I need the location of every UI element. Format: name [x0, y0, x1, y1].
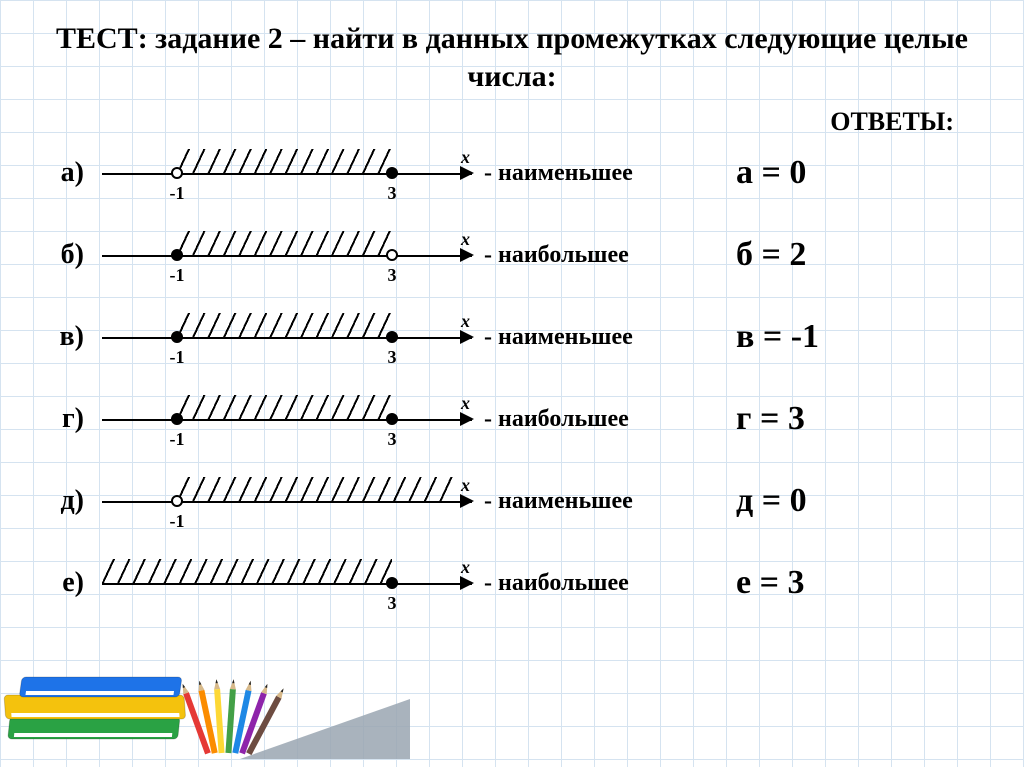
answer-text: в = -1: [696, 318, 994, 356]
point-closed: [171, 331, 183, 343]
number-line: x -1 3: [102, 389, 472, 449]
row-item: в) x -1 3 наименьшее в = -1: [30, 307, 994, 367]
number-line: x3: [102, 553, 472, 613]
number-line: x -1 3: [102, 307, 472, 367]
page-title: ТЕСТ: задание 2 – найти в данных промежу…: [30, 20, 994, 95]
number-line: x -1 3: [102, 225, 472, 285]
rows-container: а) x -1 3 наименьшее а = 0 б) x -1 3 наибольшее б =…: [30, 143, 994, 613]
row-label: в): [30, 321, 90, 353]
hatch-region: [102, 559, 392, 583]
axis-line: [102, 419, 472, 421]
point-open: [386, 249, 398, 261]
point-label: 3: [388, 593, 397, 614]
task-description: наибольшее: [484, 570, 684, 597]
row-label: д): [30, 485, 90, 517]
arrowhead-icon: [460, 494, 474, 508]
hatch-region: [177, 149, 392, 173]
point-closed: [171, 413, 183, 425]
point-label: 3: [388, 183, 397, 204]
point-closed: [386, 167, 398, 179]
point-closed: [171, 249, 183, 261]
row-label: г): [30, 403, 90, 435]
row-item: д) x -1 наименьшее д = 0: [30, 471, 994, 531]
point-open: [171, 167, 183, 179]
hatch-region: [177, 477, 454, 501]
axis-line: [102, 337, 472, 339]
point-label: -1: [170, 429, 185, 450]
answer-text: е = 3: [696, 564, 994, 602]
arrowhead-icon: [460, 576, 474, 590]
axis-line: [102, 255, 472, 257]
arrowhead-icon: [460, 166, 474, 180]
point-label: -1: [170, 511, 185, 532]
point-label: -1: [170, 183, 185, 204]
row-item: а) x -1 3 наименьшее а = 0: [30, 143, 994, 203]
hatch-region: [177, 395, 392, 419]
task-description: наименьшее: [484, 488, 684, 515]
hatch-region: [177, 313, 392, 337]
task-description: наибольшее: [484, 406, 684, 433]
axis-variable-label: x: [461, 475, 470, 496]
task-description: наименьшее: [484, 324, 684, 351]
answer-text: а = 0: [696, 154, 994, 192]
point-closed: [386, 413, 398, 425]
point-label: 3: [388, 265, 397, 286]
arrowhead-icon: [460, 248, 474, 262]
number-line: x -1: [102, 471, 472, 531]
arrowhead-icon: [460, 330, 474, 344]
axis-variable-label: x: [461, 393, 470, 414]
answer-text: б = 2: [696, 236, 994, 274]
hatch-region: [177, 231, 392, 255]
axis-variable-label: x: [461, 557, 470, 578]
row-label: а): [30, 157, 90, 189]
point-label: 3: [388, 429, 397, 450]
axis-line: [102, 501, 472, 503]
axis-variable-label: x: [461, 229, 470, 250]
number-line: x -1 3: [102, 143, 472, 203]
point-label: -1: [170, 347, 185, 368]
answers-header: ОТВЕТЫ:: [30, 107, 994, 137]
axis-variable-label: x: [461, 147, 470, 168]
slide-content: ТЕСТ: задание 2 – найти в данных промежу…: [0, 0, 1024, 633]
row-item: б) x -1 3 наибольшее б = 2: [30, 225, 994, 285]
row-label: е): [30, 567, 90, 599]
point-open: [171, 495, 183, 507]
answer-text: д = 0: [696, 482, 994, 520]
task-description: наименьшее: [484, 160, 684, 187]
point-closed: [386, 331, 398, 343]
row-item: е)x3наибольшеее = 3: [30, 553, 994, 613]
arrowhead-icon: [460, 412, 474, 426]
axis-line: [102, 173, 472, 175]
task-description: наибольшее: [484, 242, 684, 269]
axis-line: [102, 583, 472, 585]
axis-variable-label: x: [461, 311, 470, 332]
point-label: 3: [388, 347, 397, 368]
row-item: г) x -1 3 наибольшее г = 3: [30, 389, 994, 449]
point-label: -1: [170, 265, 185, 286]
row-label: б): [30, 239, 90, 271]
point-closed: [386, 577, 398, 589]
answer-text: г = 3: [696, 400, 994, 438]
